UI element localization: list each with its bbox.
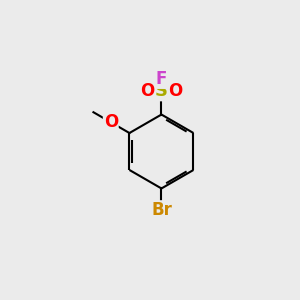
Text: O: O — [168, 82, 182, 100]
Text: S: S — [155, 82, 168, 100]
Text: O: O — [103, 113, 118, 131]
Text: O: O — [140, 82, 155, 100]
Text: Br: Br — [151, 201, 172, 219]
Text: F: F — [156, 70, 167, 88]
